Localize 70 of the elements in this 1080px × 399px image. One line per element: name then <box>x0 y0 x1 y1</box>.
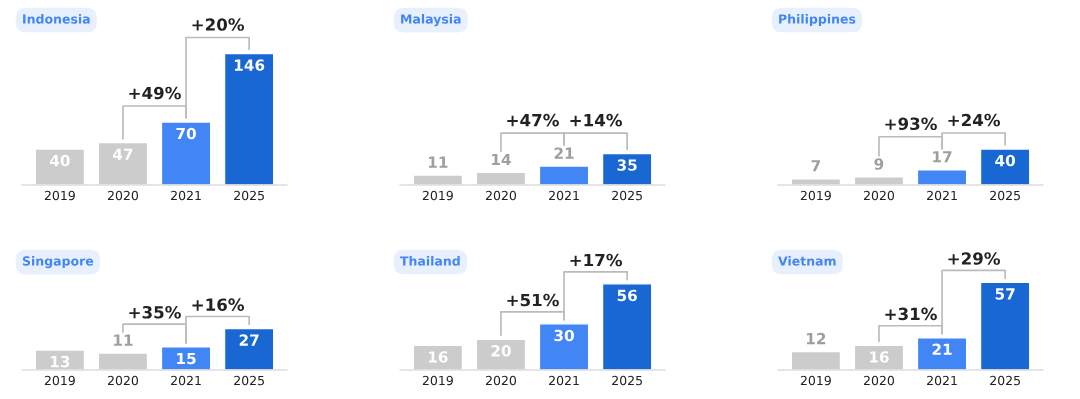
annotation: +49% <box>129 86 181 100</box>
annotation: +51% <box>507 293 559 307</box>
x-tick-label: 2019 <box>422 190 453 201</box>
bar <box>916 336 968 370</box>
data-label: 21 <box>554 147 574 159</box>
text: +47% <box>507 113 559 127</box>
text: +14% <box>570 113 622 127</box>
x-tick-label: 2019 <box>800 375 831 386</box>
x-tick-label: 2021 <box>549 190 579 201</box>
bar <box>223 52 275 185</box>
x-tick-label: 2020 <box>485 190 517 201</box>
text: +29% <box>948 252 1000 265</box>
x-tick-label: 2025 <box>990 190 1020 201</box>
bar <box>538 323 590 370</box>
text: +35% <box>129 305 181 319</box>
data-label: 40 <box>995 154 1016 167</box>
data-label: 7 <box>811 160 820 172</box>
x-tick-label: 2019 <box>422 375 453 386</box>
data-label: 21 <box>932 343 952 355</box>
x-tick-label: 2020 <box>107 375 139 386</box>
x-tick-label: 2025 <box>612 190 642 201</box>
data-label: 14 <box>492 153 511 166</box>
x-tick-label: 2021 <box>171 375 201 386</box>
text: +93% <box>885 117 937 131</box>
text: +20% <box>192 18 244 31</box>
chart-title: Philippines <box>779 14 856 27</box>
data-label: 70 <box>176 127 196 140</box>
x-tick-label: 2021 <box>171 190 201 201</box>
chart-title: Thailand <box>400 256 460 266</box>
text: +17% <box>570 253 622 267</box>
data-label: 15 <box>177 352 196 365</box>
data-label: 11 <box>114 334 133 346</box>
x-tick-label: 2025 <box>234 375 264 386</box>
x-tick-label: 2021 <box>549 375 579 386</box>
bar <box>916 168 968 185</box>
data-label: 146 <box>234 59 265 71</box>
x-tick-label: 2019 <box>44 375 75 386</box>
data-label: 17 <box>933 151 952 163</box>
x-tick-label: 2020 <box>485 375 517 386</box>
bar <box>979 148 1031 185</box>
annotation: +31% <box>885 307 937 321</box>
bar <box>979 281 1031 370</box>
data-label: 11 <box>428 156 448 168</box>
bar <box>538 165 590 185</box>
x-tick-label: 2019 <box>800 190 831 201</box>
data-label: 35 <box>617 159 637 171</box>
x-tick-label: 2025 <box>612 375 642 386</box>
data-label: 27 <box>239 334 259 346</box>
x-tick-label: 2020 <box>863 190 895 201</box>
text: +24% <box>948 113 1000 127</box>
x-tick-label: 2020 <box>863 375 895 386</box>
x-tick-label: 2021 <box>927 375 957 386</box>
chart-title: Malaysia <box>401 14 461 27</box>
chart-title: Vietnam <box>778 256 836 266</box>
x-tick-label: 2019 <box>44 190 75 201</box>
text: +16% <box>192 298 244 311</box>
x-tick-label: 2025 <box>234 190 264 201</box>
data-label: 56 <box>617 289 637 302</box>
bar <box>223 327 275 370</box>
x-tick-label: 2025 <box>990 375 1020 386</box>
chart-title: Indonesia <box>23 14 90 24</box>
data-label: 30 <box>554 329 574 342</box>
x-tick-label: 2020 <box>107 190 139 201</box>
bar <box>160 121 212 185</box>
data-label: 12 <box>806 332 826 345</box>
data-label: 57 <box>995 288 1015 300</box>
chart-title: Singapore <box>22 256 94 269</box>
data-label: 9 <box>874 158 884 170</box>
x-tick-label: 2021 <box>927 190 957 201</box>
bar <box>601 283 653 370</box>
